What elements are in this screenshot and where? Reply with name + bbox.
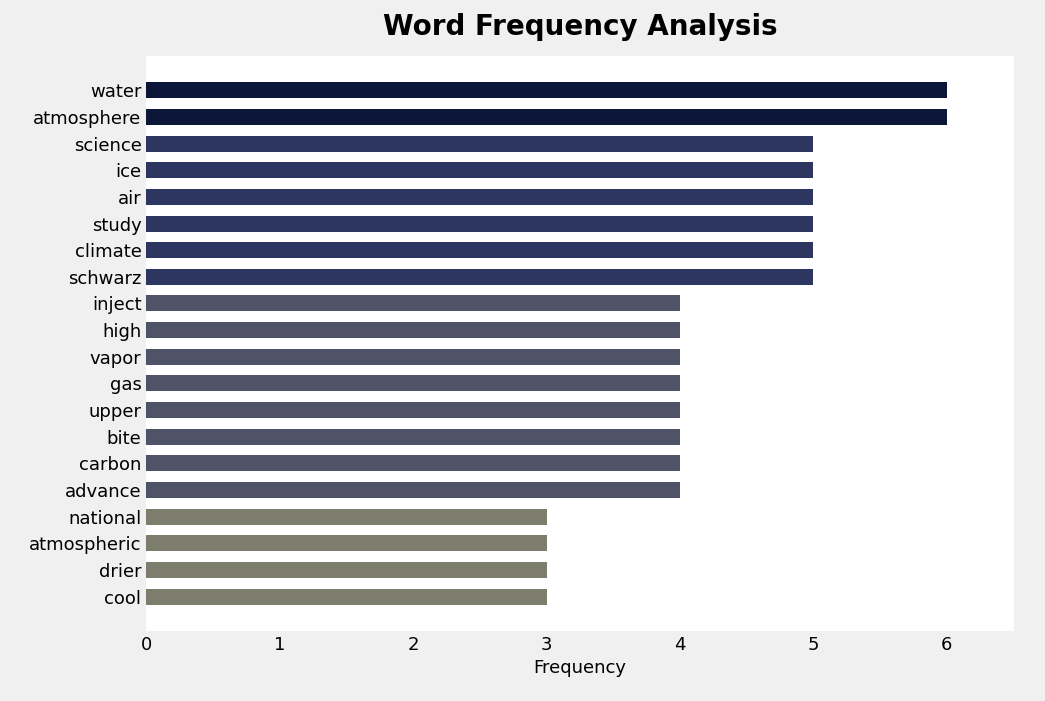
Bar [146,82,947,98]
Bar [146,589,547,605]
Title: Word Frequency Analysis: Word Frequency Analysis [382,13,777,41]
Bar [146,269,813,285]
Bar [146,109,947,125]
Bar [146,482,680,498]
Bar [146,349,680,365]
Bar [146,189,813,205]
Bar [146,322,680,338]
Bar [146,429,680,445]
Bar [146,456,680,472]
X-axis label: Frequency: Frequency [534,660,626,677]
Bar [146,242,813,258]
Bar [146,509,547,525]
Bar [146,376,680,391]
Bar [146,215,813,231]
Bar [146,536,547,552]
Bar [146,296,680,311]
Bar [146,562,547,578]
Bar [146,402,680,418]
Bar [146,135,813,151]
Bar [146,162,813,178]
